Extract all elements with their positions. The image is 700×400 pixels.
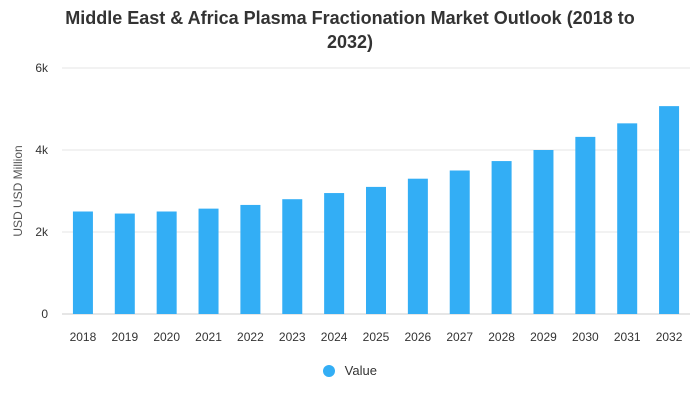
bar-2022[interactable]	[240, 204, 261, 314]
bars	[72, 106, 680, 315]
x-tick-label-2030: 2030	[572, 330, 599, 344]
x-tick-label-2027: 2027	[446, 330, 473, 344]
x-tick-label-2021: 2021	[195, 330, 222, 344]
bar-2020[interactable]	[156, 211, 177, 315]
bar-2026[interactable]	[407, 178, 428, 314]
bar-2028[interactable]	[491, 161, 512, 314]
x-tick-label-2025: 2025	[363, 330, 390, 344]
bar-2031[interactable]	[617, 123, 638, 314]
legend-label[interactable]: Value	[344, 363, 377, 379]
bar-2027[interactable]	[449, 170, 470, 315]
x-tick-label-2023: 2023	[279, 330, 306, 344]
bar-2024[interactable]	[324, 193, 345, 314]
legend: Value	[0, 362, 700, 378]
x-axis-ticks: 2018 2019 2020 2021 2022 2023 2024 2025 2026 2027…	[70, 330, 683, 344]
x-tick-label-2020: 2020	[153, 330, 180, 344]
bar-2029[interactable]	[533, 150, 554, 314]
y-axis-title: USD USD Million	[11, 145, 25, 236]
legend-swatch	[323, 364, 336, 377]
bar-2019[interactable]	[114, 213, 135, 314]
x-tick-label-2022: 2022	[237, 330, 264, 344]
x-tick-label-2018: 2018	[70, 330, 97, 344]
y-axis-ticks: 0 2k 4k 6k	[35, 61, 49, 321]
chart-title-line-1: Middle East & Africa Plasma Fractionatio…	[65, 8, 635, 28]
chart-title: Middle East & Africa Plasma Fractionatio…	[0, 6, 700, 54]
x-tick-label-2031: 2031	[614, 330, 641, 344]
x-tick-label-2029: 2029	[530, 330, 557, 344]
bar-2023[interactable]	[282, 199, 303, 314]
x-tick-label-2026: 2026	[405, 330, 432, 344]
bar-2021[interactable]	[198, 208, 219, 314]
y-tick-label: 6k	[35, 61, 49, 75]
x-tick-label-2024: 2024	[321, 330, 348, 344]
chart-title-line-2: 2032)	[326, 32, 374, 52]
x-tick-label-2028: 2028	[488, 330, 515, 344]
y-tick-label: 4k	[35, 143, 49, 157]
bar-2032[interactable]	[659, 106, 680, 314]
bar-2018[interactable]	[72, 211, 93, 315]
y-tick-label: 0	[41, 307, 48, 321]
x-tick-label-2019: 2019	[111, 330, 138, 344]
x-tick-label-2032: 2032	[656, 330, 683, 344]
bar-2030[interactable]	[575, 136, 596, 314]
bar-2025[interactable]	[366, 186, 386, 314]
y-tick-label: 2k	[35, 225, 49, 239]
